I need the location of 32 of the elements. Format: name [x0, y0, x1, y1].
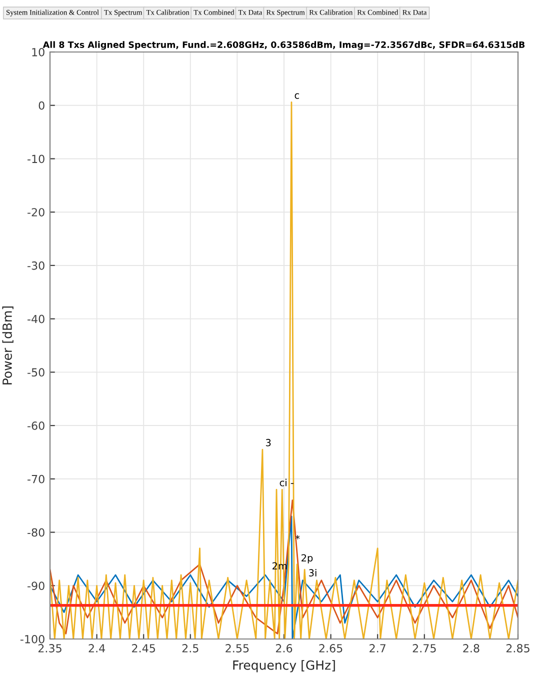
- x-tick-label: 2.8: [463, 644, 480, 652]
- y-tick-label: -30: [28, 261, 44, 270]
- annotation: 2m: [272, 562, 287, 570]
- y-tick-label: -50: [28, 368, 44, 377]
- y-tick-label: 10: [32, 48, 44, 56]
- y-tick-label: 0: [38, 101, 44, 110]
- x-tick-label: 2.7: [370, 644, 386, 652]
- x-tick-label: 2.35: [38, 644, 62, 652]
- x-tick-label: 2.75: [412, 644, 436, 652]
- y-tick-label: -20: [28, 208, 44, 216]
- chart-title: All 8 Txs Aligned Spectrum, Fund.=2.608GHz, 0.63586dBm, Imag=-72.3567dBc, SFDR=64.6315dB: [42, 41, 525, 50]
- y-tick-label: -90: [28, 582, 44, 590]
- x-tick-label: 2.5: [182, 644, 198, 652]
- annotation: ci -: [280, 478, 294, 486]
- x-tick-label: 2.55: [226, 644, 249, 652]
- y-tick-label: -40: [28, 314, 44, 324]
- x-tick-label: 2.65: [319, 644, 342, 652]
- x-tick-label: 2.45: [132, 644, 155, 652]
- y-tick-label: -60: [28, 422, 44, 430]
- annotation: 3i: [309, 568, 316, 576]
- annotation: c: [294, 93, 300, 99]
- annotation: 2p: [302, 554, 313, 564]
- x-tick-label: 2.4: [88, 644, 106, 652]
- y-tick-label: -80: [28, 528, 44, 537]
- y-axis-title: Power [dBm]: [2, 306, 14, 384]
- x-tick-label: 2.85: [506, 644, 530, 652]
- x-tick-label: 2.6: [276, 644, 292, 652]
- annotation: 3: [266, 438, 271, 446]
- y-tick-label: -70: [28, 474, 44, 484]
- x-axis-title: Frequency [GHz]: [233, 660, 335, 672]
- y-tick-label: -10: [28, 154, 44, 164]
- y-tick-label: -100: [20, 634, 44, 644]
